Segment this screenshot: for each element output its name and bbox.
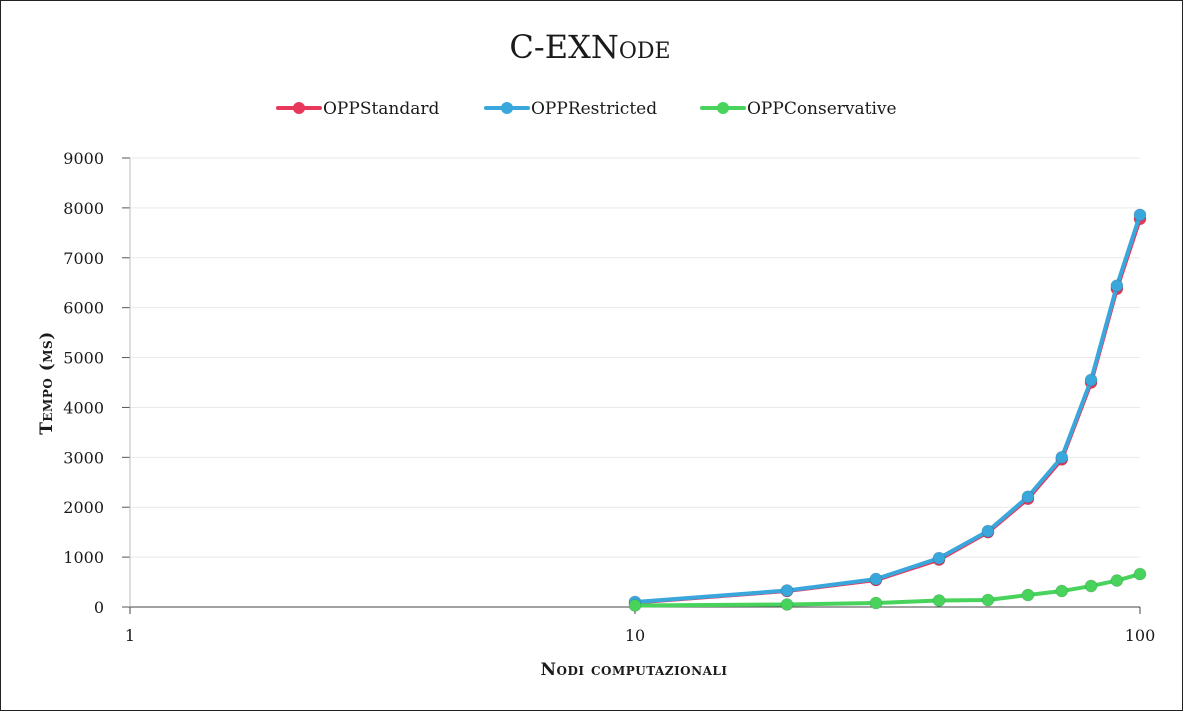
data-point: [932, 594, 946, 607]
series-line: [633, 572, 1142, 608]
legend-swatch-marker: [293, 102, 305, 114]
data-point: [981, 524, 995, 538]
x-tick-labels: 1 10 100: [125, 626, 1155, 645]
series-OPPRestricted: [628, 208, 1147, 609]
data-point: [1110, 279, 1124, 293]
data-point: [869, 572, 883, 586]
data-point: [780, 584, 794, 597]
y-axis-label: Tempo (ms): [37, 331, 57, 435]
y-tick-label: 7000: [63, 249, 104, 268]
data-point: [1110, 574, 1124, 587]
series-group: [628, 208, 1147, 612]
legend-item: OPPStandard: [276, 99, 440, 119]
series-OPPStandard: [628, 212, 1147, 609]
legend-item: OPPConservative: [700, 99, 897, 119]
x-tick-label: 100: [1125, 626, 1156, 645]
data-point: [1021, 490, 1035, 504]
legend-label: OPPStandard: [323, 99, 440, 119]
legend: OPPStandard OPPRestricted OPPConservative: [276, 99, 897, 119]
legend-swatch-marker: [501, 102, 513, 114]
y-tick-label: 5000: [63, 349, 104, 368]
y-tick-label: 1000: [63, 548, 104, 567]
data-point: [981, 593, 995, 607]
x-tick-label: 10: [625, 626, 645, 645]
data-point: [869, 596, 883, 610]
series-OPPConservative: [628, 567, 1147, 612]
legend-label: OPPRestricted: [531, 99, 657, 119]
data-point: [1084, 373, 1098, 387]
y-tick-labels: 0 1000 2000 3000 4000 5000 6000 7000 8000 9000: [63, 149, 104, 617]
data-point: [932, 551, 946, 565]
y-tick-label: 8000: [63, 199, 104, 218]
x-tick-label: 1: [125, 626, 135, 645]
y-tick-label: 6000: [63, 299, 104, 318]
data-point: [628, 599, 642, 612]
data-point: [1055, 450, 1069, 464]
legend-label: OPPConservative: [747, 99, 897, 119]
data-point: [780, 598, 794, 611]
axes: [129, 158, 1141, 614]
x-axis-label: Nodi computazionali: [541, 660, 728, 680]
data-point: [1133, 208, 1147, 222]
y-tick-label: 9000: [63, 149, 104, 168]
legend-item: OPPRestricted: [484, 99, 657, 119]
gridlines: [122, 157, 1140, 608]
y-tick-label: 3000: [63, 448, 104, 467]
chart-title: C-EXNode: [509, 28, 670, 66]
data-point: [1084, 579, 1098, 593]
legend-swatch-marker: [717, 102, 729, 114]
data-point: [1021, 588, 1035, 602]
y-tick-label: 4000: [63, 398, 104, 417]
data-point: [1133, 567, 1147, 581]
data-point: [1055, 584, 1069, 598]
y-tick-label: 0: [94, 598, 104, 617]
y-tick-label: 2000: [63, 498, 104, 517]
series-line: [633, 216, 1142, 605]
series-line: [633, 212, 1142, 605]
